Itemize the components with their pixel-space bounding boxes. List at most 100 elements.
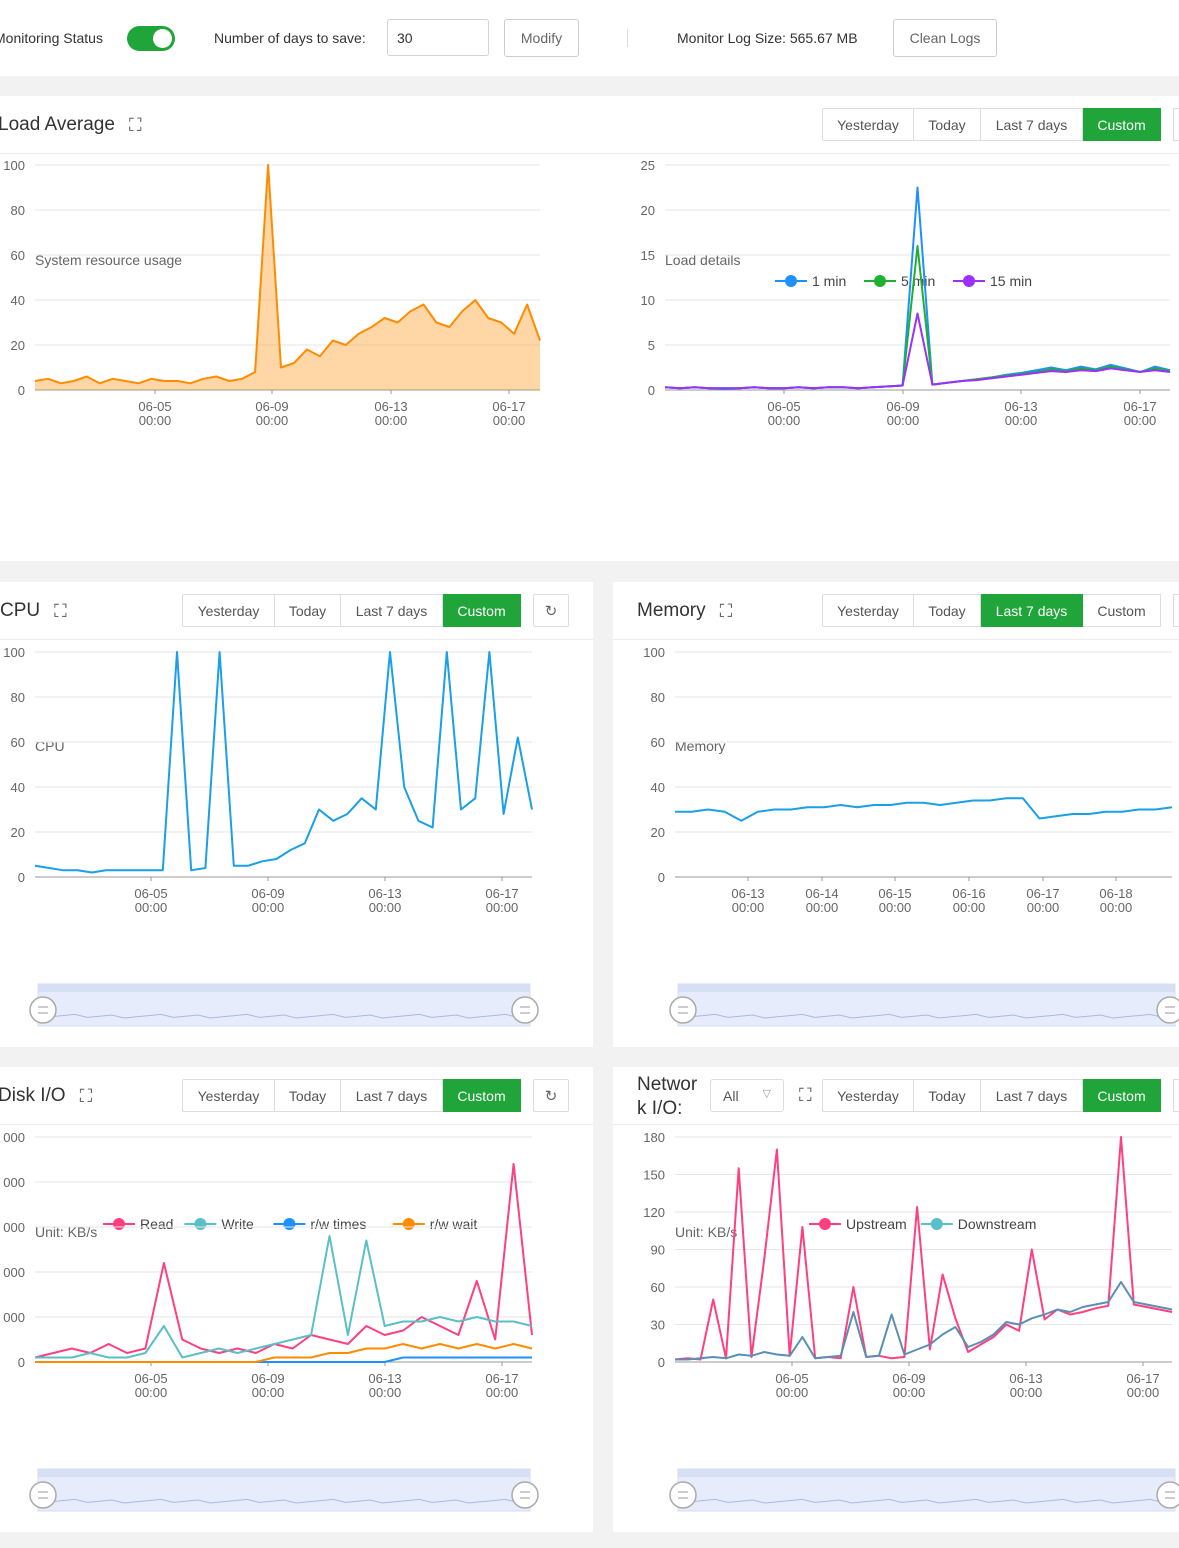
x-tick-label: 00:00 xyxy=(252,1385,285,1400)
monitoring-toggle[interactable] xyxy=(127,26,175,51)
x-tick-label: 00:00 xyxy=(135,1385,168,1400)
y-tick-label: 15 xyxy=(641,248,655,263)
x-tick-label: 00:00 xyxy=(732,900,765,915)
tab-last-7-days[interactable]: Last 7 days xyxy=(981,108,1083,141)
y-tick-label: 000 xyxy=(3,1265,25,1280)
legend-label: Read xyxy=(140,1216,173,1232)
x-tick-label: 06-17 xyxy=(1123,399,1156,414)
refresh-button[interactable] xyxy=(1173,1079,1179,1112)
tab-last-7-days[interactable]: Last 7 days xyxy=(341,1079,443,1112)
load-average-title-text: Load Average xyxy=(0,114,115,135)
y-tick-label: 20 xyxy=(641,203,655,218)
fullscreen-icon[interactable]: ⛶ xyxy=(79,1085,93,1106)
load-chart-svg: System resource usage Load details 1 min… xyxy=(3,158,1171,428)
load-details-chart: 051015202506-0500:0006-0900:0006-1300:00… xyxy=(641,158,1171,428)
memory-zoom-slider[interactable] xyxy=(669,983,1179,1027)
x-tick-label: 06-17 xyxy=(1126,1371,1159,1386)
refresh-icon[interactable]: ↻ xyxy=(533,594,569,627)
x-tick-label: 00:00 xyxy=(1127,1385,1160,1400)
y-tick-label: 100 xyxy=(3,158,25,173)
cpu-chart: 02040608010006-0500:0006-0900:0006-1300:… xyxy=(3,645,533,915)
tab-custom[interactable]: Custom xyxy=(1083,594,1161,627)
y-tick-label: 150 xyxy=(643,1168,665,1183)
data-series-area xyxy=(35,165,540,390)
tab-custom[interactable]: Custom xyxy=(1083,1079,1161,1112)
zoom-handle xyxy=(1156,996,1179,1024)
x-tick-label: 06-17 xyxy=(492,399,525,414)
network-io-title: Networ k I/O: xyxy=(637,1073,697,1121)
tab-today[interactable]: Today xyxy=(914,594,981,627)
monitor-settings-bar: Monitoring Status Number of days to save… xyxy=(0,0,1179,76)
x-tick-label: 00:00 xyxy=(1005,413,1038,428)
downstream-series-line xyxy=(675,1281,1173,1361)
disk-chart-svg: Unit: KB/s Read Write r/w times r/w wait 00… xyxy=(3,1130,539,1512)
zoom-handle xyxy=(29,1481,57,1509)
tab-last-7-days[interactable]: Last 7 days xyxy=(341,594,443,627)
clean-logs-button[interactable]: Clean Logs xyxy=(893,19,997,57)
network-legend: Upstream Downstream xyxy=(809,1216,1036,1232)
fullscreen-icon[interactable]: ⛶ xyxy=(128,114,142,135)
x-tick-label: 00:00 xyxy=(768,413,801,428)
legend-marker xyxy=(785,275,797,287)
disk-zoom-slider[interactable] xyxy=(29,1468,539,1512)
x-tick-label: 06-14 xyxy=(805,886,838,901)
memory-title-text: Memory xyxy=(637,600,706,621)
refresh-icon[interactable]: ↻ xyxy=(533,1079,569,1112)
fullscreen-icon[interactable]: ⛶ xyxy=(54,600,67,621)
data-series-line xyxy=(34,651,533,874)
x-tick-label: 06-05 xyxy=(138,399,171,414)
cpu-chart-svg: CPU 02040608010006-0500:0006-0900:0006-1… xyxy=(3,645,539,1027)
divider xyxy=(627,29,628,47)
y-tick-label: 60 xyxy=(651,735,665,750)
legend-label: r/w times xyxy=(310,1216,366,1232)
x-tick-label: 06-05 xyxy=(134,1371,167,1386)
tab-custom[interactable]: Custom xyxy=(443,1079,521,1112)
network-zoom-slider[interactable] xyxy=(669,1468,1179,1512)
tab-custom[interactable]: Custom xyxy=(443,594,521,627)
modify-button[interactable]: Modify xyxy=(504,19,579,57)
zoom-preview-line xyxy=(677,1498,1176,1506)
tab-yesterday[interactable]: Yesterday xyxy=(822,594,914,627)
y-tick-label: 20 xyxy=(11,825,25,840)
tab-today[interactable]: Today xyxy=(275,1079,341,1112)
fullscreen-icon[interactable]: ⛶ xyxy=(719,600,733,621)
tab-last-7-days[interactable]: Last 7 days xyxy=(981,594,1083,627)
upstream-series-line xyxy=(674,1136,1173,1361)
x-tick-label: 00:00 xyxy=(375,413,408,428)
toggle-knob xyxy=(153,29,172,48)
x-tick-label: 06-18 xyxy=(1099,886,1132,901)
days-to-save-input[interactable] xyxy=(387,19,489,56)
tab-yesterday[interactable]: Yesterday xyxy=(182,594,275,627)
refresh-button[interactable] xyxy=(1173,108,1179,141)
network-interface-select[interactable]: All ▽ xyxy=(710,1079,784,1112)
tab-today[interactable]: Today xyxy=(275,594,341,627)
memory-title: Memory ⛶ xyxy=(637,582,732,640)
y-tick-label: 0 xyxy=(18,870,25,885)
load-average-title: Load Average ⛶ xyxy=(0,96,142,154)
y-tick-label: 0 xyxy=(18,1355,25,1370)
y-tick-label: 40 xyxy=(11,780,25,795)
tab-yesterday[interactable]: Yesterday xyxy=(822,1079,914,1112)
fullscreen-icon[interactable]: ⛶ xyxy=(799,1085,812,1105)
network-io-chart: 030609012015018006-0500:0006-0900:0006-1… xyxy=(643,1130,1173,1400)
cpu-title: CPU ⛶ xyxy=(0,582,67,640)
cpu-title-text: CPU xyxy=(0,600,41,621)
tab-last-7-days[interactable]: Last 7 days xyxy=(981,1079,1083,1112)
y-tick-label: 0 xyxy=(648,383,655,398)
zoom-top-bar xyxy=(38,984,530,992)
y-tick-label: 80 xyxy=(11,203,25,218)
legend-label: 5 min xyxy=(901,273,935,289)
refresh-button[interactable] xyxy=(1173,594,1179,627)
tab-today[interactable]: Today xyxy=(914,1079,981,1112)
load-time-tabs: Yesterday Today Last 7 days Custom xyxy=(822,108,1179,141)
log-size-text: Monitor Log Size: 565.67 MB xyxy=(677,30,858,46)
tab-yesterday[interactable]: Yesterday xyxy=(822,108,914,141)
cpu-zoom-slider[interactable] xyxy=(29,983,539,1027)
data-series-line xyxy=(34,164,541,385)
legend-label: Downstream xyxy=(958,1216,1037,1232)
tab-yesterday[interactable]: Yesterday xyxy=(182,1079,275,1112)
tab-custom[interactable]: Custom xyxy=(1083,108,1161,141)
tab-today[interactable]: Today xyxy=(914,108,981,141)
y-tick-label: 30 xyxy=(651,1318,665,1333)
y-tick-label: 100 xyxy=(3,645,25,660)
